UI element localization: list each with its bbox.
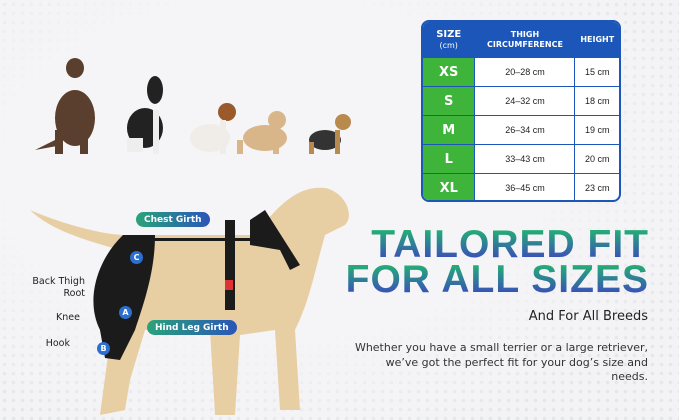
size-cell: XS: [423, 58, 475, 86]
marker-b: B: [97, 342, 110, 355]
size-cell: S: [423, 87, 475, 115]
table-row: XL 36–45 cm 23 cm: [423, 173, 619, 200]
jack-russell-dog: [190, 103, 236, 154]
hind-leg-girth-label: Hind Leg Girth: [147, 320, 237, 335]
height-cell: 18 cm: [584, 96, 610, 106]
back-thigh-root-text: Back Thigh Root: [32, 276, 85, 299]
thigh-cell: 24–32 cm: [474, 87, 576, 115]
headline-line-2: FOR ALL SIZES: [345, 258, 649, 301]
size-header-text: SIZE: [436, 29, 462, 41]
thigh-cell: 26–34 cm: [474, 116, 576, 144]
thigh-cell: 36–45 cm: [474, 174, 576, 200]
size-header: SIZE (cm): [423, 22, 474, 57]
size-cell: L: [423, 145, 475, 173]
harness: [250, 210, 300, 270]
height-cell: 19 cm: [584, 125, 610, 135]
height-cell: 20 cm: [584, 154, 610, 164]
pointer-dog: [35, 58, 95, 154]
thigh-header: THIGH CIRCUMFERENCE: [474, 22, 576, 57]
table-row: XS 20–28 cm 15 cm: [423, 57, 619, 86]
yorkie-dog: [309, 114, 351, 154]
knee-label: Knee: [56, 312, 80, 323]
table-row: L 33–43 cm 20 cm: [423, 144, 619, 173]
description: Whether you have a small terrier or a la…: [354, 341, 648, 383]
table-row: M 26–34 cm 19 cm: [423, 115, 619, 144]
size-cell: XL: [423, 174, 475, 200]
hook-label: Hook: [45, 338, 70, 349]
height-header: HEIGHT: [580, 34, 615, 44]
subheading: And For All Breeds: [528, 309, 648, 324]
table-header: SIZE (cm) THIGH CIRCUMFERENCE HEIGHT: [423, 22, 619, 57]
chest-girth-label: Chest Girth: [136, 212, 210, 227]
height-cell: 15 cm: [584, 67, 610, 77]
back-thigh-root-label: Back Thigh Root: [25, 276, 85, 300]
size-chart-table: SIZE (cm) THIGH CIRCUMFERENCE HEIGHT XS 20…: [421, 20, 621, 202]
marker-c: C: [130, 251, 143, 264]
height-cell: 23 cm: [584, 183, 610, 193]
size-cell: M: [423, 116, 475, 144]
bull-terrier-dog: [127, 76, 163, 154]
dog-lineup-image: [35, 58, 351, 154]
labrador-with-brace-image: [30, 187, 349, 415]
size-unit-text: (cm): [439, 40, 458, 50]
knee-brace: [93, 235, 155, 360]
thigh-cell: 20–28 cm: [474, 58, 576, 86]
marker-a: A: [119, 306, 132, 319]
headline-line-1: TAILORED FIT: [371, 223, 649, 266]
thigh-cell: 33–43 cm: [474, 145, 576, 173]
table-row: S 24–32 cm 18 cm: [423, 86, 619, 115]
pug-dog: [237, 111, 287, 154]
